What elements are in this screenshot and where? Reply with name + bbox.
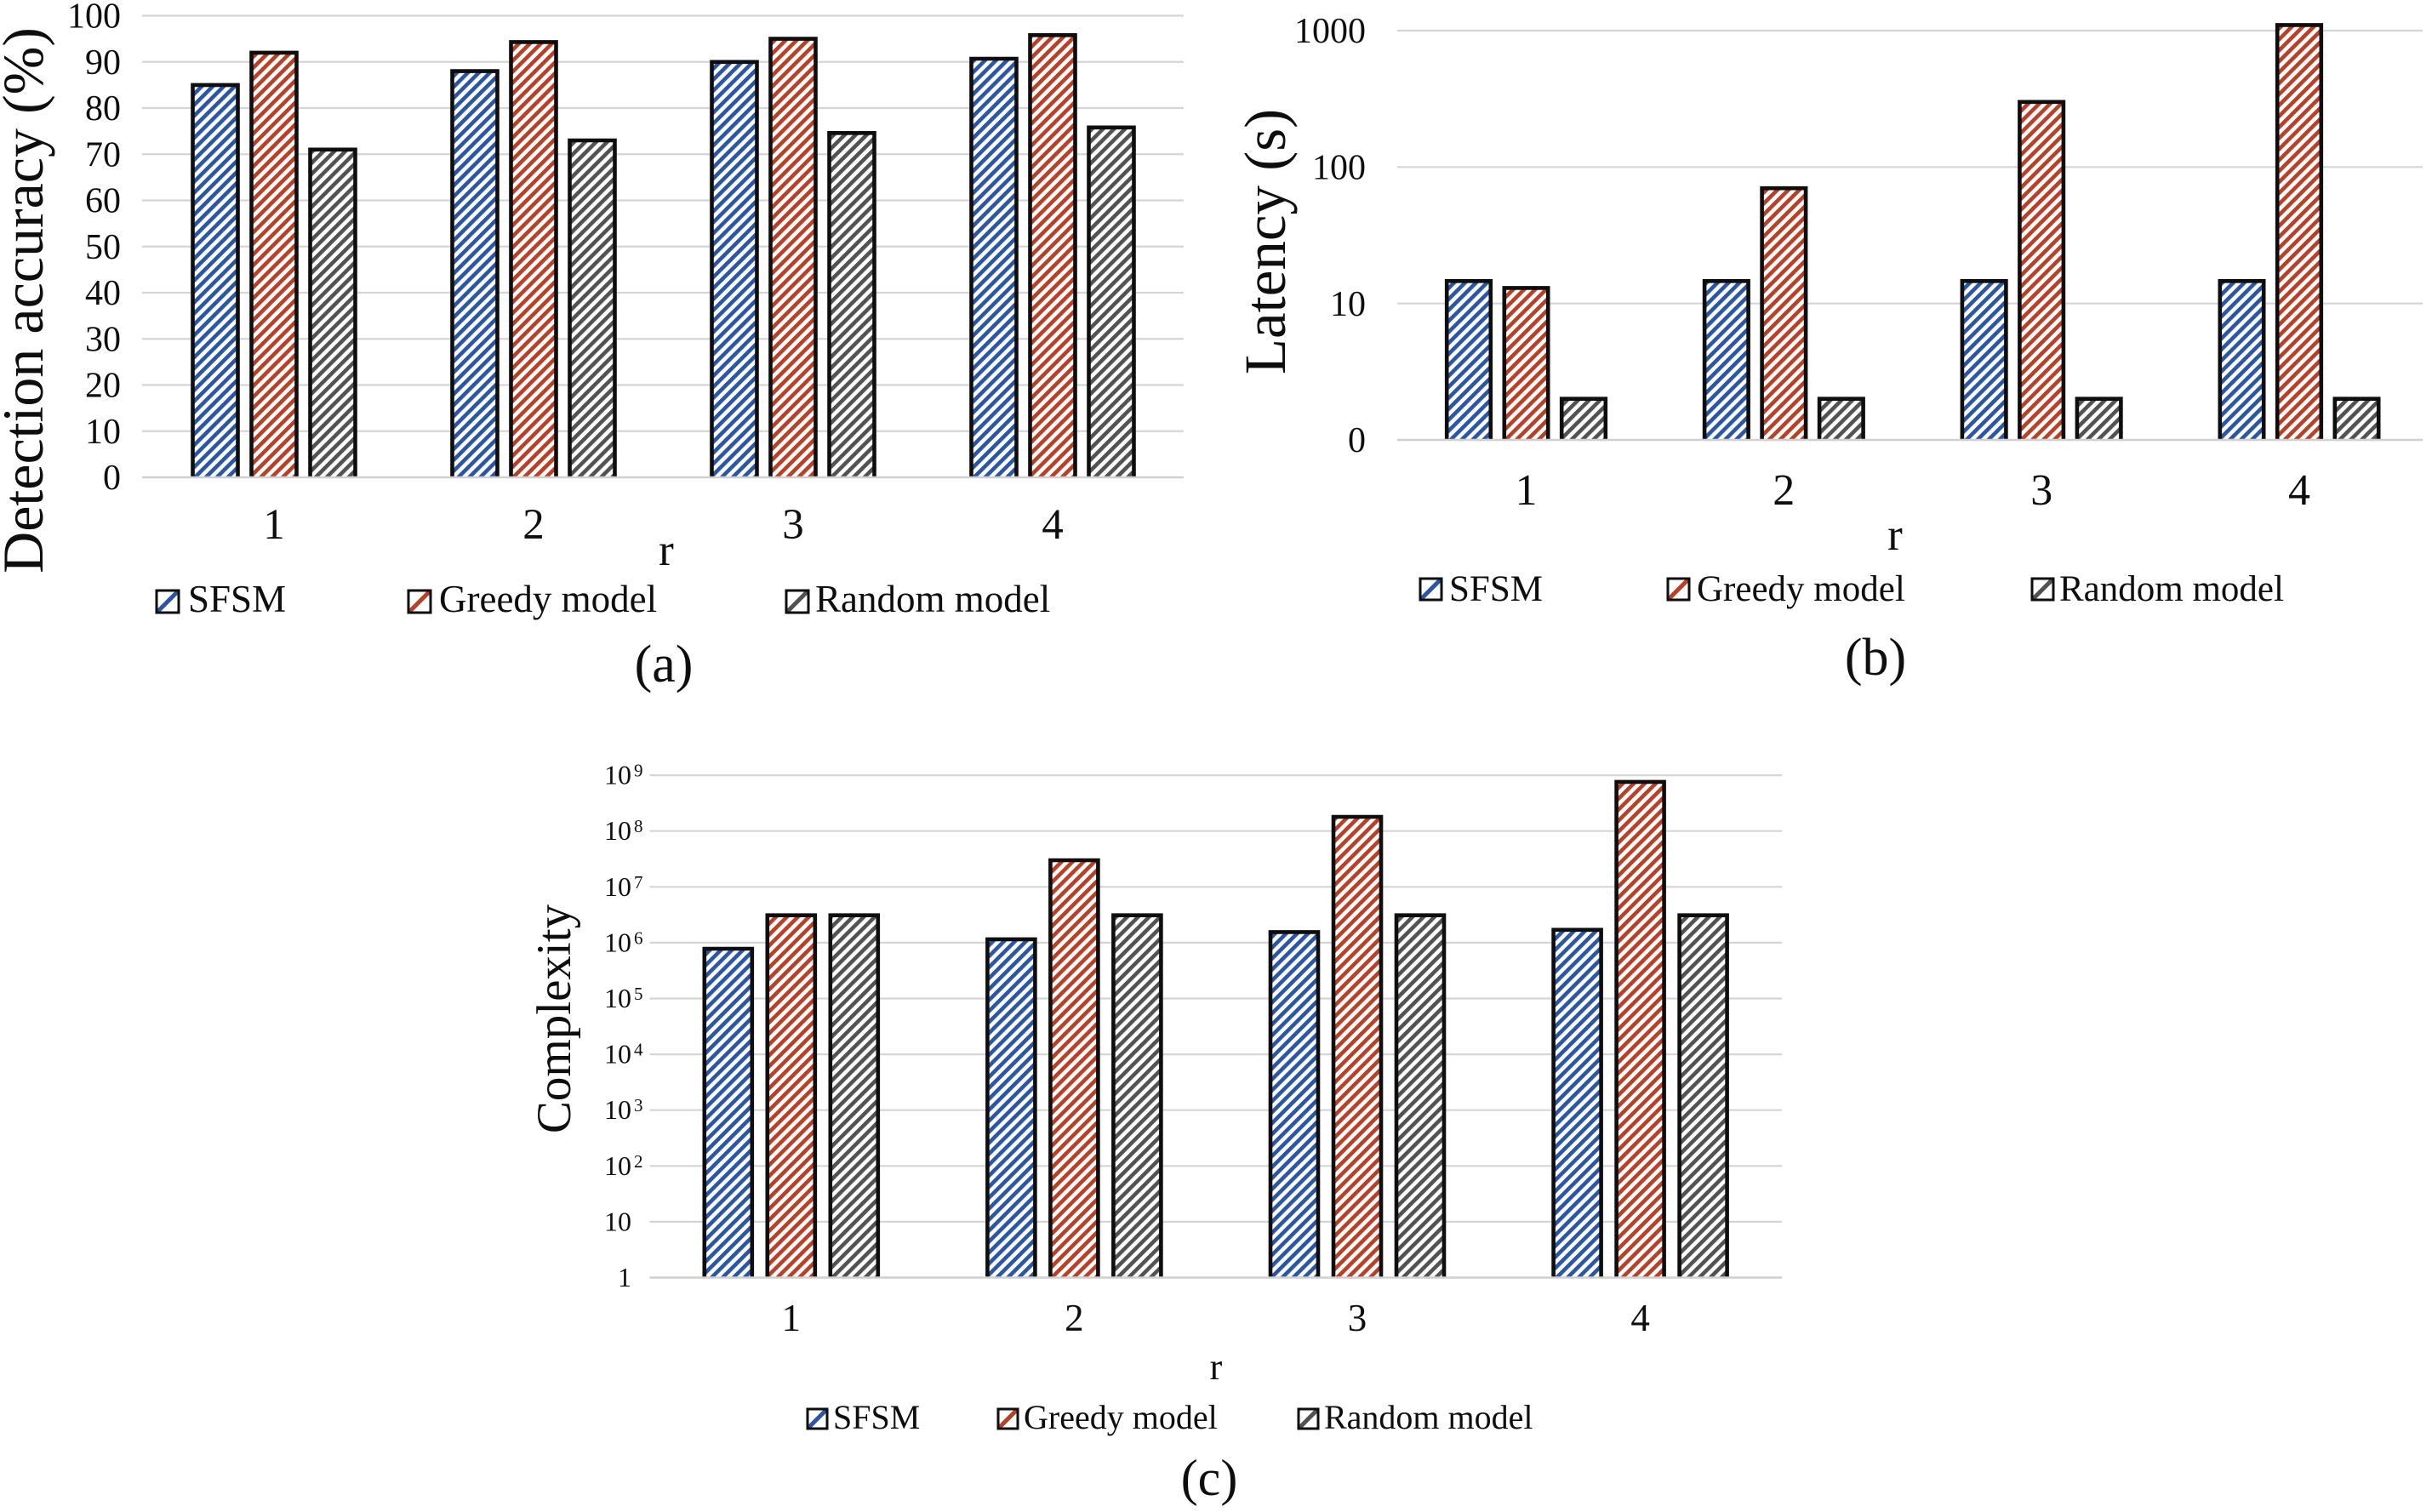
svg-text:100: 100 bbox=[67, 0, 121, 37]
svg-text:2: 2 bbox=[634, 1151, 643, 1172]
svg-text:1000: 1000 bbox=[1294, 12, 1366, 51]
svg-text:Random model: Random model bbox=[815, 578, 1050, 620]
svg-text:80: 80 bbox=[85, 89, 121, 128]
svg-text:6: 6 bbox=[634, 927, 643, 948]
svg-text:10: 10 bbox=[1330, 285, 1366, 324]
svg-text:Greedy model: Greedy model bbox=[1024, 1398, 1218, 1436]
svg-text:10: 10 bbox=[604, 1039, 631, 1070]
svg-text:r: r bbox=[1887, 511, 1903, 560]
svg-text:1: 1 bbox=[263, 501, 285, 549]
svg-text:SFSM: SFSM bbox=[833, 1398, 920, 1436]
svg-text:3: 3 bbox=[1348, 1297, 1367, 1339]
svg-text:7: 7 bbox=[634, 872, 643, 893]
svg-text:0: 0 bbox=[1348, 421, 1366, 460]
svg-text:90: 90 bbox=[85, 43, 121, 83]
svg-text:(a): (a) bbox=[635, 636, 694, 693]
svg-text:r: r bbox=[1210, 1346, 1223, 1388]
svg-text:100: 100 bbox=[1312, 149, 1366, 188]
svg-text:(c): (c) bbox=[1181, 1450, 1238, 1506]
svg-text:4: 4 bbox=[634, 1040, 643, 1060]
svg-text:SFSM: SFSM bbox=[188, 578, 286, 620]
svg-text:SFSM: SFSM bbox=[1449, 569, 1543, 609]
svg-text:70: 70 bbox=[85, 135, 121, 174]
svg-text:4: 4 bbox=[2288, 466, 2310, 515]
svg-text:Greedy model: Greedy model bbox=[439, 578, 657, 620]
svg-text:(b): (b) bbox=[1845, 629, 1906, 687]
svg-text:Random model: Random model bbox=[1324, 1398, 1533, 1436]
svg-text:2: 2 bbox=[1065, 1297, 1084, 1339]
svg-text:3: 3 bbox=[782, 501, 804, 549]
svg-text:1: 1 bbox=[1516, 466, 1538, 515]
svg-text:r: r bbox=[659, 526, 674, 575]
svg-text:1: 1 bbox=[618, 1262, 631, 1292]
svg-text:20: 20 bbox=[85, 367, 121, 406]
svg-text:Greedy model: Greedy model bbox=[1697, 569, 1905, 609]
svg-text:10: 10 bbox=[604, 815, 631, 846]
svg-text:60: 60 bbox=[85, 182, 121, 221]
svg-text:2: 2 bbox=[1773, 466, 1795, 515]
svg-text:Detection accuracy (%): Detection accuracy (%) bbox=[0, 27, 55, 573]
svg-text:1: 1 bbox=[782, 1297, 802, 1339]
svg-text:10: 10 bbox=[604, 1150, 631, 1181]
svg-text:8: 8 bbox=[634, 816, 643, 836]
svg-text:0: 0 bbox=[103, 459, 121, 498]
svg-text:3: 3 bbox=[634, 1095, 643, 1115]
svg-text:40: 40 bbox=[85, 274, 121, 313]
svg-text:5: 5 bbox=[634, 984, 643, 1004]
svg-text:10: 10 bbox=[85, 413, 121, 452]
svg-text:2: 2 bbox=[522, 501, 545, 549]
svg-text:9: 9 bbox=[634, 761, 643, 781]
svg-text:10: 10 bbox=[604, 1206, 631, 1236]
svg-text:Complexity: Complexity bbox=[528, 904, 581, 1133]
svg-text:4: 4 bbox=[1042, 501, 1064, 549]
svg-text:30: 30 bbox=[85, 320, 121, 359]
svg-text:Latency (s): Latency (s) bbox=[1233, 109, 1298, 374]
svg-text:3: 3 bbox=[2030, 466, 2052, 515]
svg-text:4: 4 bbox=[1630, 1297, 1650, 1339]
svg-text:10: 10 bbox=[604, 983, 631, 1013]
svg-text:50: 50 bbox=[85, 228, 121, 267]
svg-text:10: 10 bbox=[604, 871, 631, 902]
svg-text:10: 10 bbox=[604, 1094, 631, 1125]
svg-text:10: 10 bbox=[604, 927, 631, 957]
svg-text:10: 10 bbox=[604, 760, 631, 790]
svg-text:Random model: Random model bbox=[2059, 569, 2284, 609]
